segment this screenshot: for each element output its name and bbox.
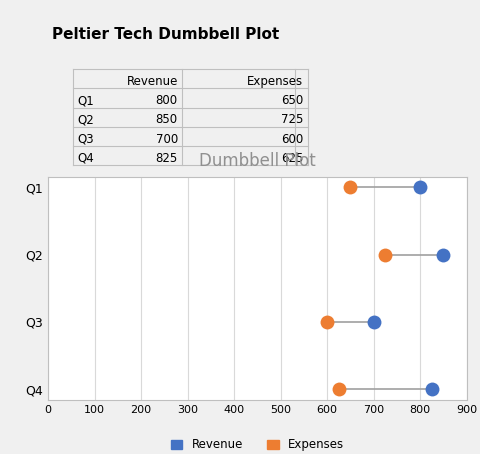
Point <box>323 318 330 326</box>
Text: Q4: Q4 <box>77 152 94 165</box>
Text: 625: 625 <box>280 152 303 165</box>
Text: 825: 825 <box>155 152 178 165</box>
Text: 600: 600 <box>280 133 303 146</box>
Point <box>415 183 423 191</box>
Text: 800: 800 <box>156 94 178 107</box>
Point <box>334 386 342 393</box>
Point <box>439 251 446 258</box>
Point <box>381 251 388 258</box>
Text: Peltier Tech Dumbbell Plot: Peltier Tech Dumbbell Plot <box>52 27 279 42</box>
Text: Q1: Q1 <box>77 94 94 107</box>
Point <box>427 386 434 393</box>
Text: Q2: Q2 <box>77 114 94 126</box>
Legend: Revenue, Expenses: Revenue, Expenses <box>166 434 348 454</box>
Text: 725: 725 <box>280 114 303 126</box>
Point <box>346 183 353 191</box>
Text: Q3: Q3 <box>77 133 94 146</box>
Title: Dumbbell Plot: Dumbbell Plot <box>199 152 315 170</box>
Text: 850: 850 <box>156 114 178 126</box>
Text: 650: 650 <box>280 94 303 107</box>
Point <box>369 318 377 326</box>
Text: 700: 700 <box>155 133 178 146</box>
Text: Expenses: Expenses <box>247 75 303 88</box>
Text: Revenue: Revenue <box>126 75 178 88</box>
